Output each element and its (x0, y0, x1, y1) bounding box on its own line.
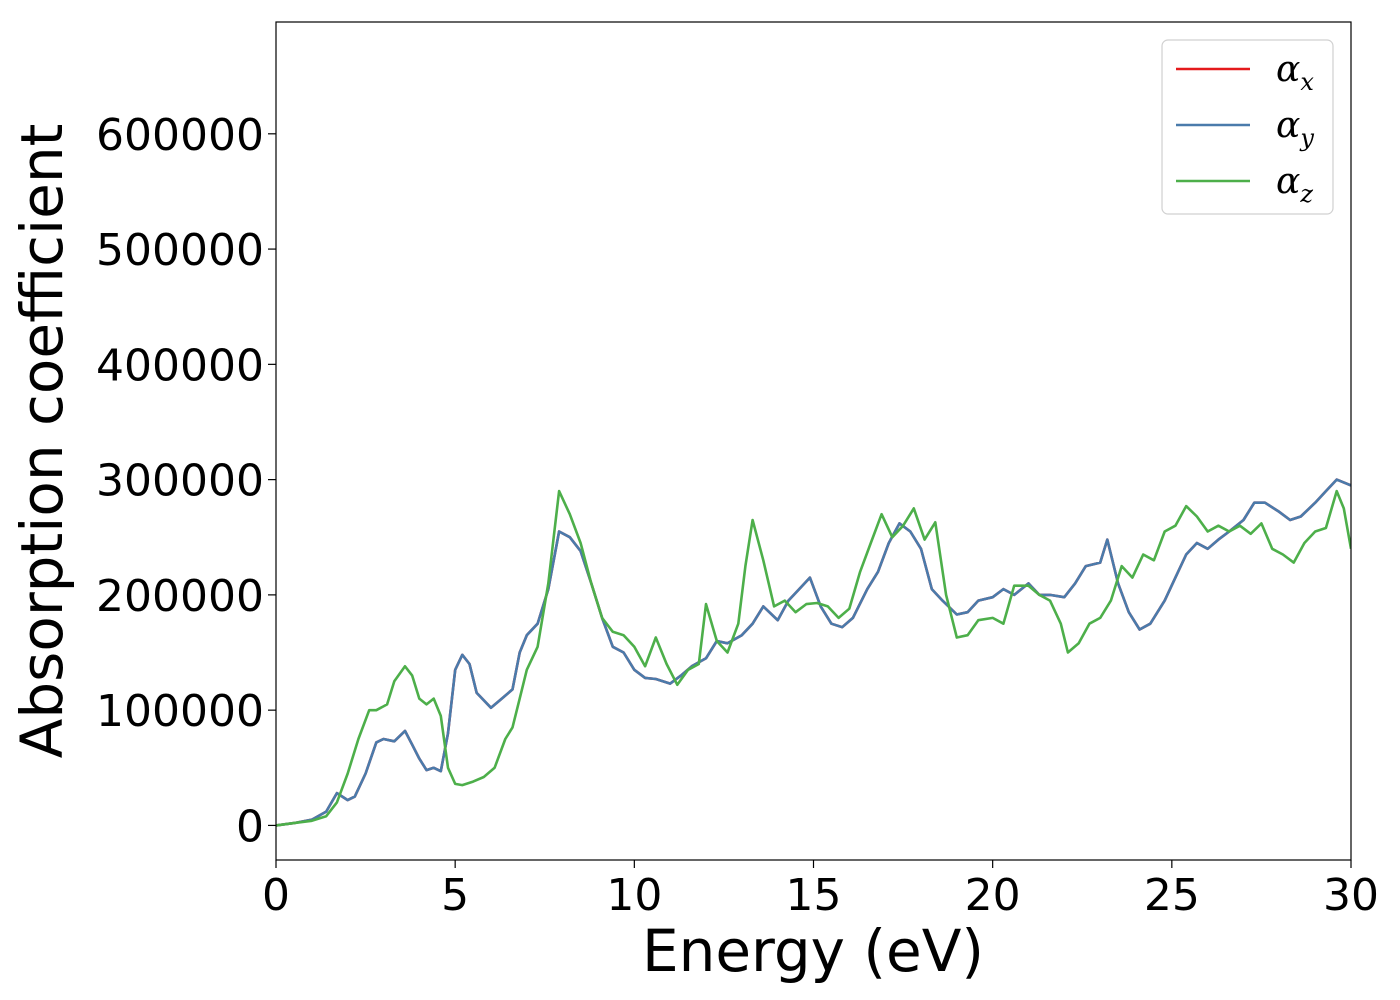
y-tick-label: 200000 (96, 571, 264, 622)
x-tick-label: 0 (262, 870, 290, 921)
legend-label-z: αz (1276, 161, 1313, 208)
legend-label-y: αy (1276, 105, 1314, 152)
series-line-3 (276, 489, 1351, 827)
y-axis-title: Absorption coefficient (8, 124, 76, 759)
legend-label-x: αx (1276, 49, 1314, 96)
x-tick-label: 20 (965, 870, 1021, 921)
x-axis-title: Energy (eV) (642, 917, 984, 985)
y-tick-label: 300000 (96, 456, 264, 507)
x-tick-label: 30 (1323, 870, 1379, 921)
x-tick-label: 5 (441, 870, 469, 921)
legend-box (1161, 39, 1334, 215)
x-tick-label: 15 (786, 870, 842, 921)
y-tick-label: 600000 (96, 110, 264, 161)
series-line-2 (276, 478, 1351, 827)
series-layer (276, 478, 1351, 827)
y-tick-label: 400000 (96, 340, 264, 391)
y-axis: 0 100000 200000 300000 400000 500000 600000 (96, 110, 276, 852)
y-tick-label: 100000 (96, 686, 264, 737)
x-tick-label: 10 (606, 870, 662, 921)
x-tick-label: 25 (1144, 870, 1200, 921)
y-tick-label: 500000 (96, 225, 264, 276)
y-tick-label: 0 (236, 801, 264, 852)
legend: αx αy αz (1161, 39, 1334, 215)
x-axis: 0 5 10 15 20 25 30 (262, 860, 1379, 921)
